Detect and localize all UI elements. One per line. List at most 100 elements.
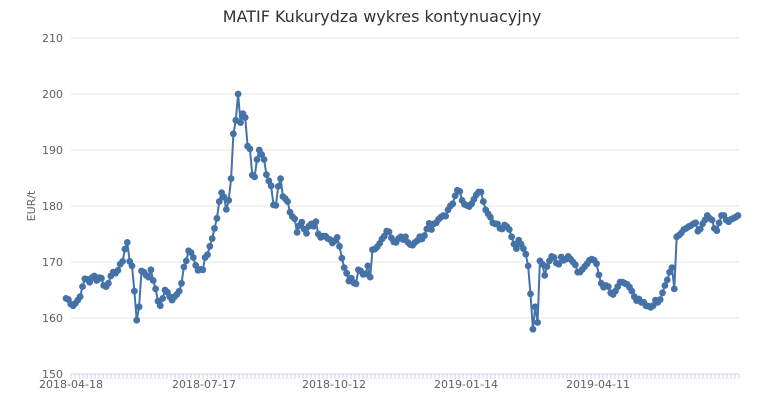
data-point[interactable] [267, 182, 275, 190]
data-point[interactable] [79, 283, 86, 290]
data-point[interactable] [204, 251, 211, 259]
data-point[interactable] [147, 266, 155, 274]
data-point[interactable] [215, 198, 223, 205]
data-point[interactable] [696, 225, 704, 233]
data-point[interactable] [713, 227, 721, 235]
data-point[interactable] [237, 119, 244, 126]
data-point[interactable] [555, 260, 563, 268]
data-point[interactable] [487, 213, 494, 221]
data-point[interactable] [333, 234, 341, 241]
data-point[interactable] [477, 188, 485, 196]
data-point[interactable] [291, 215, 299, 223]
data-point[interactable] [364, 262, 372, 270]
data-point[interactable] [156, 302, 164, 310]
data-point[interactable] [449, 200, 457, 208]
data-point[interactable] [222, 206, 230, 213]
data-point[interactable] [343, 269, 350, 277]
data-point[interactable] [199, 266, 207, 274]
data-point[interactable] [571, 261, 579, 269]
data-point[interactable] [225, 197, 233, 204]
data-point[interactable] [135, 303, 143, 311]
data-point[interactable] [76, 293, 84, 301]
data-point[interactable] [550, 254, 558, 261]
data-point[interactable] [312, 218, 320, 226]
data-point[interactable] [520, 245, 527, 253]
data-point[interactable] [152, 285, 160, 293]
data-point[interactable] [505, 226, 513, 233]
data-point[interactable] [456, 188, 464, 195]
data-point[interactable] [220, 193, 228, 201]
data-point[interactable] [513, 245, 520, 253]
data-point[interactable] [428, 226, 435, 233]
data-point[interactable] [105, 279, 112, 287]
data-point[interactable] [543, 263, 551, 270]
data-point[interactable] [246, 145, 254, 153]
data-point[interactable] [182, 257, 190, 265]
data-point[interactable] [123, 239, 131, 246]
data-point[interactable] [421, 232, 428, 240]
data-point[interactable] [529, 325, 537, 333]
data-point[interactable] [213, 214, 221, 222]
data-point[interactable] [175, 287, 183, 295]
data-point[interactable] [527, 290, 534, 298]
data-point[interactable] [628, 287, 636, 295]
data-point[interactable] [734, 212, 742, 219]
data-point[interactable] [119, 258, 126, 265]
data-point[interactable] [298, 218, 306, 226]
data-point[interactable] [708, 216, 716, 224]
data-point[interactable] [508, 233, 515, 241]
data-point[interactable] [159, 295, 167, 302]
data-point[interactable] [251, 173, 258, 181]
data-point[interactable] [442, 212, 449, 220]
data-point[interactable] [595, 271, 603, 279]
data-point[interactable] [303, 230, 310, 237]
data-point[interactable] [227, 175, 235, 183]
data-point[interactable] [541, 272, 549, 279]
data-point[interactable] [253, 156, 261, 163]
data-point[interactable] [593, 260, 600, 268]
data-point[interactable] [659, 289, 666, 297]
data-point[interactable] [668, 264, 676, 271]
data-point[interactable] [649, 302, 657, 310]
data-point[interactable] [479, 198, 487, 205]
data-point[interactable] [362, 270, 369, 278]
data-point[interactable] [338, 254, 346, 262]
data-point[interactable] [336, 242, 343, 250]
data-point[interactable] [293, 228, 301, 236]
data-point[interactable] [211, 225, 218, 232]
data-point[interactable] [131, 287, 138, 295]
data-point[interactable] [531, 303, 539, 311]
data-point[interactable] [263, 171, 270, 179]
data-point[interactable] [340, 264, 348, 271]
data-point[interactable] [208, 235, 216, 242]
data-point[interactable] [692, 219, 699, 227]
data-point[interactable] [149, 277, 157, 284]
data-point[interactable] [121, 245, 129, 253]
data-point[interactable] [661, 282, 669, 289]
data-point[interactable] [178, 279, 185, 287]
data-point[interactable] [189, 254, 197, 261]
data-point[interactable] [277, 175, 284, 183]
data-point[interactable] [241, 114, 249, 121]
data-point[interactable] [402, 233, 409, 241]
data-point[interactable] [663, 276, 671, 284]
data-point[interactable] [145, 273, 152, 281]
data-point[interactable] [180, 263, 188, 271]
data-point[interactable] [98, 274, 105, 282]
data-point[interactable] [715, 219, 723, 227]
data-point[interactable] [385, 228, 393, 236]
data-point[interactable] [230, 130, 237, 138]
data-point[interactable] [133, 316, 141, 324]
data-point[interactable] [670, 285, 678, 293]
data-point[interactable] [604, 283, 612, 290]
data-point[interactable] [522, 250, 530, 258]
data-point[interactable] [260, 156, 268, 163]
data-point[interactable] [114, 267, 122, 274]
data-point[interactable] [524, 262, 532, 270]
data-point[interactable] [534, 319, 541, 326]
data-point[interactable] [656, 296, 664, 303]
data-point[interactable] [274, 183, 282, 190]
data-point[interactable] [352, 280, 360, 288]
data-point[interactable] [284, 198, 291, 205]
data-point[interactable] [234, 90, 242, 98]
